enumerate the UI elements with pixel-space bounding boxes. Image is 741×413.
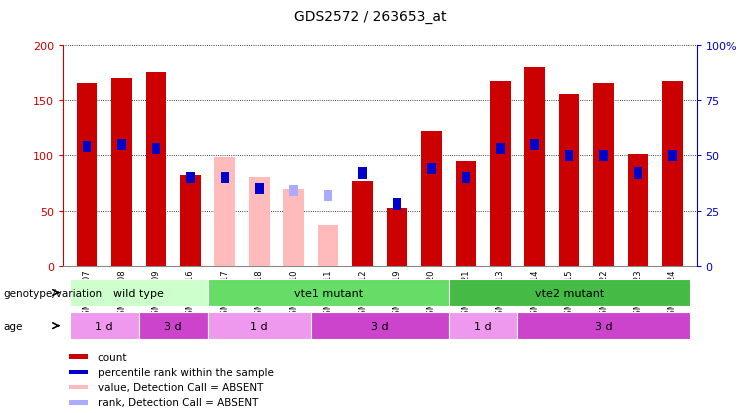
Bar <box>214 158 235 266</box>
Text: vte2 mutant: vte2 mutant <box>534 288 604 298</box>
Bar <box>311 313 448 339</box>
Bar <box>456 161 476 266</box>
Bar <box>290 186 298 197</box>
Bar <box>352 181 373 266</box>
Bar <box>324 190 333 201</box>
Text: wild type: wild type <box>113 288 165 298</box>
Text: rank, Detection Call = ABSENT: rank, Detection Call = ABSENT <box>98 397 258 407</box>
Bar <box>448 313 517 339</box>
Bar <box>221 173 229 183</box>
Bar <box>531 139 539 150</box>
Text: vte1 mutant: vte1 mutant <box>293 288 362 298</box>
Text: 3 d: 3 d <box>595 321 612 331</box>
Bar <box>634 168 642 179</box>
Bar <box>117 139 126 150</box>
Bar <box>496 144 505 155</box>
Text: 1 d: 1 d <box>474 321 492 331</box>
Bar <box>393 199 402 210</box>
Text: age: age <box>4 321 23 331</box>
Bar <box>318 225 339 266</box>
Bar <box>70 400 88 405</box>
Bar <box>525 67 545 266</box>
Bar <box>111 78 132 266</box>
Text: value, Detection Call = ABSENT: value, Detection Call = ABSENT <box>98 382 263 392</box>
Bar <box>448 280 690 306</box>
Text: count: count <box>98 352 127 362</box>
Bar <box>559 95 579 266</box>
Bar <box>421 132 442 266</box>
Bar <box>255 183 264 195</box>
Bar <box>77 84 97 266</box>
Text: 1 d: 1 d <box>250 321 268 331</box>
Text: GDS2572 / 263653_at: GDS2572 / 263653_at <box>294 10 447 24</box>
Bar <box>70 354 88 359</box>
Bar <box>207 313 311 339</box>
Bar <box>70 313 139 339</box>
Text: 3 d: 3 d <box>165 321 182 331</box>
Bar <box>565 150 574 161</box>
Bar <box>662 82 682 266</box>
Bar <box>358 168 367 179</box>
Bar <box>152 144 160 155</box>
Text: 1 d: 1 d <box>96 321 113 331</box>
Text: genotype/variation: genotype/variation <box>4 288 103 298</box>
Bar <box>207 280 448 306</box>
Text: 3 d: 3 d <box>371 321 388 331</box>
Bar <box>387 209 408 266</box>
Bar <box>70 370 88 374</box>
Bar <box>139 313 207 339</box>
Bar <box>186 173 195 183</box>
Bar <box>180 176 201 266</box>
Bar <box>462 173 470 183</box>
Bar <box>70 385 88 389</box>
Bar <box>283 189 304 266</box>
Bar <box>83 142 91 152</box>
Bar <box>427 164 436 175</box>
Bar <box>599 150 608 161</box>
Text: percentile rank within the sample: percentile rank within the sample <box>98 367 273 377</box>
Bar <box>249 178 270 266</box>
Bar <box>490 82 511 266</box>
Bar <box>628 155 648 266</box>
Bar <box>517 313 690 339</box>
Bar <box>594 84 614 266</box>
Bar <box>668 150 677 161</box>
Bar <box>146 73 166 266</box>
Bar <box>70 280 207 306</box>
